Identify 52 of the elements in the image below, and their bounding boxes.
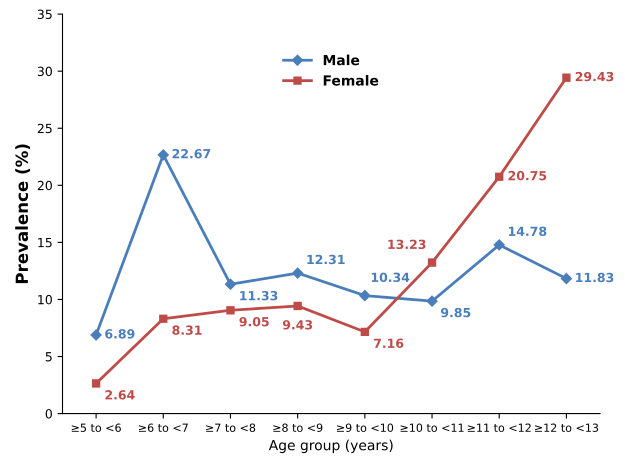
- point: [426, 296, 438, 307]
- point: [92, 379, 100, 388]
- x-tick-label: ≥11 to <12: [468, 424, 531, 432]
- data-label: 12.31: [307, 254, 345, 264]
- data-label: 29.43: [576, 72, 614, 82]
- x-tick-label: ≥8 to <9: [273, 424, 322, 432]
- data-label: 2.64: [105, 390, 135, 400]
- data-label: 7.16: [374, 338, 404, 348]
- data-label: 6.89: [105, 329, 134, 339]
- y-tick-label: 10: [38, 294, 52, 304]
- legend-label: Female: [324, 74, 378, 86]
- data-label: 11.83: [576, 272, 614, 282]
- point: [158, 149, 169, 160]
- point: [159, 314, 168, 323]
- point: [428, 258, 436, 267]
- point: [494, 239, 505, 251]
- x-tick-label: ≥6 to <7: [138, 424, 188, 432]
- point: [292, 267, 304, 279]
- x-tick-label: ≥10 to <11: [400, 424, 464, 432]
- x-tick-label: ≥5 to <6: [72, 424, 121, 432]
- x-tick-label: ≥9 to <10: [336, 424, 394, 432]
- legend-label: Male: [324, 54, 360, 66]
- y-tick-label: 15: [38, 238, 52, 248]
- x-axis-title: Age group (years): [268, 440, 393, 454]
- y-tick-label: 0: [46, 409, 52, 419]
- x-tick-label: ≥12 to <13: [535, 424, 598, 432]
- data-label: 20.75: [508, 170, 546, 180]
- data-label: 8.31: [172, 325, 202, 335]
- point: [562, 74, 571, 82]
- point: [359, 290, 370, 302]
- point: [293, 302, 302, 310]
- data-label: 9.05: [239, 316, 269, 326]
- data-label: 22.67: [172, 149, 210, 158]
- y-tick-label: 30: [38, 66, 52, 76]
- x-tick-label: ≥7 to <8: [206, 424, 256, 432]
- point: [360, 328, 370, 336]
- data-label: 9.43: [282, 320, 312, 330]
- data-label: 11.33: [240, 290, 278, 300]
- point: [495, 172, 504, 181]
- point: [226, 306, 235, 314]
- point: [224, 278, 236, 290]
- data-label: 9.85: [441, 308, 470, 318]
- y-tick-label: 25: [38, 124, 52, 134]
- data-label: 13.23: [388, 240, 426, 250]
- data-label: 14.78: [508, 226, 546, 236]
- y-axis-title: Prevalence (%): [15, 144, 30, 284]
- point: [90, 329, 102, 341]
- point: [560, 272, 572, 284]
- y-tick-label: 5: [46, 352, 52, 362]
- data-label: 10.34: [372, 272, 410, 282]
- y-tick-label: 35: [38, 10, 52, 20]
- y-tick-label: 20: [38, 180, 52, 190]
